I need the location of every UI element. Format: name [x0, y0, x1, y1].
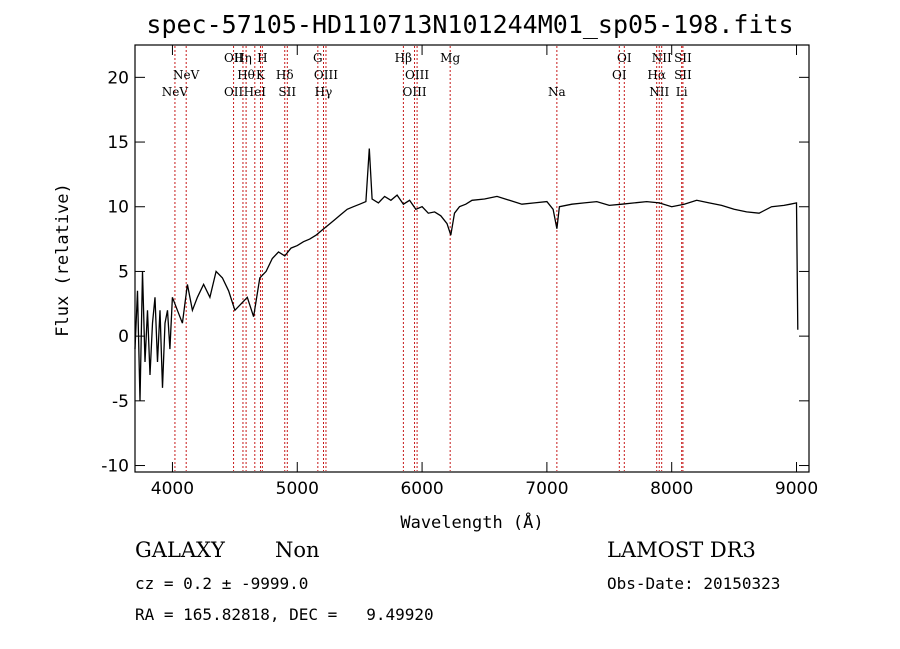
object-subclass: Non — [275, 538, 320, 562]
emission-line-label: H — [257, 51, 267, 65]
y-tick-label: -5 — [112, 392, 129, 412]
emission-line-label: Mg — [440, 51, 460, 65]
emission-line-label: NII — [652, 51, 672, 65]
emission-line-label: NeV — [173, 68, 200, 82]
coordinates-text: RA = 165.82818, DEC = 9.49920 — [135, 605, 434, 624]
y-axis-label: Flux (relative) — [53, 183, 73, 337]
x-tick-label: 7000 — [525, 479, 568, 499]
emission-line-label: Hβ — [395, 51, 412, 65]
flux-series-line — [134, 148, 799, 401]
chart-title: spec-57105-HD110713N101244M01_sp05-198.f… — [146, 10, 793, 39]
emission-line-label: Na — [548, 85, 566, 99]
y-tick-label: 0 — [118, 327, 129, 347]
redshift-text: cz = 0.2 ± -9999.0 — [135, 574, 309, 593]
x-tick-label: 5000 — [276, 479, 319, 499]
x-tick-label: 4000 — [151, 479, 194, 499]
emission-line-label: Hδ — [276, 68, 294, 82]
x-tick-label: 6000 — [400, 479, 443, 499]
obs-date-text: Obs-Date: 20150323 — [607, 574, 781, 593]
emission-line-label: K — [256, 68, 266, 82]
emission-line-label: OI — [612, 68, 627, 82]
emission-line-label: OIII — [403, 85, 427, 99]
y-tick-label: 5 — [118, 262, 129, 282]
object-class: GALAXY — [135, 538, 225, 562]
emission-line-label: NII — [649, 85, 669, 99]
emission-line-label: Li — [676, 85, 688, 99]
x-tick-label: 9000 — [775, 479, 818, 499]
emission-line-label: HeI — [244, 85, 267, 99]
plot-frame — [134, 44, 810, 473]
x-axis-label: Wavelength (Å) — [400, 511, 543, 533]
emission-line-label: OI — [617, 51, 632, 65]
emission-line-label: Hα — [647, 68, 666, 82]
emission-line-label: OII — [224, 85, 244, 99]
axis-ticks: 4000 5000 6000 7000 8000 9000 -10 -5 0 5 10 15 20 — [101, 45, 818, 499]
emission-line-label: Hγ — [315, 85, 333, 99]
survey-name: LAMOST DR3 — [607, 538, 756, 562]
y-tick-label: 20 — [107, 68, 129, 88]
emission-line-label: OIII — [314, 68, 338, 82]
emission-line-label: G — [313, 51, 323, 65]
y-tick-label: 15 — [107, 133, 129, 153]
emission-line-label: OIII — [405, 68, 429, 82]
emission-line-label: Hθ — [237, 68, 255, 82]
y-tick-label: -10 — [101, 457, 129, 477]
y-tick-label: 10 — [107, 198, 129, 218]
emission-line-label: NeV — [162, 85, 189, 99]
emission-line-label: Hη — [234, 51, 252, 65]
emission-line-label: SII — [674, 68, 692, 82]
emission-line-label: SII — [278, 85, 296, 99]
x-tick-label: 8000 — [650, 479, 693, 499]
emission-line-label: OII — [224, 51, 244, 65]
emission-line-label: SII — [674, 51, 692, 65]
